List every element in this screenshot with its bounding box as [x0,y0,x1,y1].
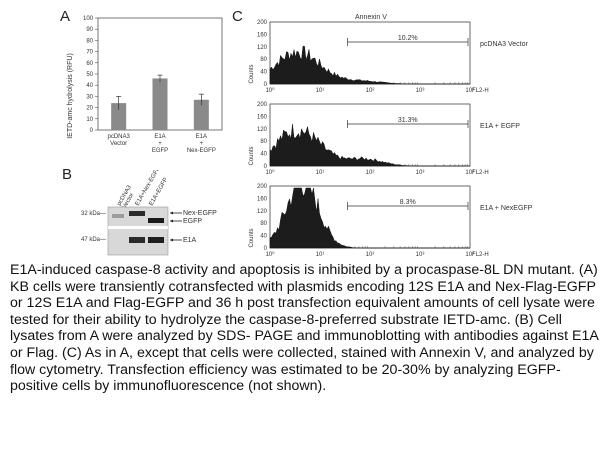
y-tick-label: 100 [83,16,94,22]
y-tick-label: 40 [86,83,93,89]
count-tick-label: 200 [257,102,268,108]
band-e1a-lane2 [129,237,145,243]
count-tick-label: 120 [257,45,268,51]
x-tick-label: 10² [366,88,375,94]
count-tick-label: 200 [257,20,268,26]
count-tick-label: 40 [260,234,267,240]
count-tick-label: 0 [264,246,268,252]
count-tick-label: 40 [260,70,267,76]
x-tick-label: 10² [366,170,375,176]
band-label-e1a: E1A [183,237,197,244]
x-tick-label: 10⁴ [465,251,475,258]
x-tick-label: 10¹ [316,252,325,258]
count-tick-label: 120 [257,209,268,215]
x-tick-label: 10¹ [316,170,325,176]
x-tick-label: 10¹ [316,88,325,94]
band-nex-egfp [129,211,145,216]
x-tick-label: 10³ [416,88,425,94]
x-axis-label: FL2-H [472,88,489,94]
gate-percent: 31.3% [398,117,418,124]
panel-a-ylabel: IETD-amc hydrolysis (RFU) [67,53,74,139]
category-label: E1A + Nex-EGFP [187,134,216,154]
counts-axis-label: Counts [249,146,255,165]
sample-label: pcDNA3 Vector [480,41,529,48]
count-tick-label: 80 [260,139,267,145]
counts-axis-label: Counts [249,64,255,83]
y-tick-label: 20 [86,106,93,112]
count-tick-label: 160 [257,196,268,202]
arrowhead-e1a [170,238,173,242]
band-e1a-lane3 [148,237,164,243]
x-axis-label: FL2-H [472,252,489,258]
y-tick-label: 90 [86,27,93,33]
histogram-series [269,45,470,85]
x-tick-label: 10⁰ [265,169,275,176]
x-tick-label: 10⁰ [265,87,275,94]
count-tick-label: 120 [257,127,268,133]
histogram-series [269,187,470,249]
bar [152,78,168,130]
count-tick-label: 80 [260,57,267,63]
y-tick-label: 30 [86,94,93,100]
y-tick-label: 50 [86,72,93,78]
x-axis-label: FL2-H [472,170,489,176]
bar [111,103,127,130]
panel-a-category-labels: pcDNA3 Vector E1A + EGFP E1A + Nex-EGFP [107,134,215,154]
y-tick-label: 10 [86,117,93,123]
panel-c-title: Annexin V [355,14,387,21]
count-tick-label: 0 [264,164,268,170]
band-label-egfp: EGFP [183,218,202,225]
x-tick-label: 10⁴ [465,87,475,94]
panel-c-flow-cytometry: Annexin V 0 40 80 120 160 200 Counts 10⁰ 10¹ 10² 1… [240,10,600,260]
panel-b-label: B [62,166,73,183]
arrowhead-egfp [170,219,173,223]
category-label: pcDNA3 Vector [107,134,130,147]
x-tick-label: 10² [366,252,375,258]
bar [193,99,209,130]
marker-47kda: 47 kDa— [81,237,106,243]
blot-divider [108,226,168,229]
y-tick-label: 60 [86,61,93,67]
y-tick-label: 80 [86,38,93,44]
panel-a-bar-chart: IETD-amc hydrolysis (RFU) 0 10 20 30 40 50 60 7… [67,16,223,154]
sample-label: E1A + EGFP [480,123,520,130]
gate-percent: 8.3% [400,199,416,206]
figure-caption: E1A-induced caspase-8 activity and apopt… [10,262,599,395]
panel-a-label: A [60,8,71,25]
count-tick-label: 160 [257,114,268,120]
sample-label: E1A + NexEGFP [480,205,533,212]
lane-labels: pcDNA3Vector E1A+Nex-EGFP E1A+EGFP [117,166,170,210]
count-tick-label: 200 [257,184,268,190]
arrowhead-nex-egfp [170,211,173,215]
x-tick-label: 10³ [416,252,425,258]
panel-b-western-blot: pcDNA3Vector E1A+Nex-EGFP E1A+EGFP 32 kD… [60,166,230,260]
y-tick-label: 70 [86,50,93,56]
count-tick-label: 40 [260,152,267,158]
panel-a-bars [111,74,209,130]
band-vector-top [112,214,124,218]
category-label: E1A + EGFP [152,134,168,154]
histogram-panel: 0 40 80 120 160 200 Counts 10⁰ 10¹ 10² 10³ 10⁴FL2-H… [249,20,529,94]
panel-c-label: C [232,8,243,25]
x-tick-label: 10³ [416,170,425,176]
count-tick-label: 80 [260,221,267,227]
y-tick-label: 0 [90,128,94,134]
histogram-series [269,124,470,167]
band-label-nex-egfp: Nex-EGFP [183,210,217,217]
marker-32kda: 32 kDa— [81,211,106,217]
band-egfp [148,218,164,223]
count-tick-label: 160 [257,32,268,38]
histogram-panel: 0 40 80 120 160 200 Counts 10⁰ 10¹ 10² 10³ 10⁴FL2-H… [249,184,533,258]
lane-label-vector: pcDNA3Vector [117,184,139,210]
x-tick-label: 10⁴ [465,169,475,176]
x-tick-label: 10⁰ [265,251,275,258]
counts-axis-label: Counts [249,228,255,247]
count-tick-label: 0 [264,82,268,88]
histogram-panel: 0 40 80 120 160 200 Counts 10⁰ 10¹ 10² 10³ 10⁴FL2-H… [249,102,520,176]
gate-percent: 10.2% [398,35,418,42]
